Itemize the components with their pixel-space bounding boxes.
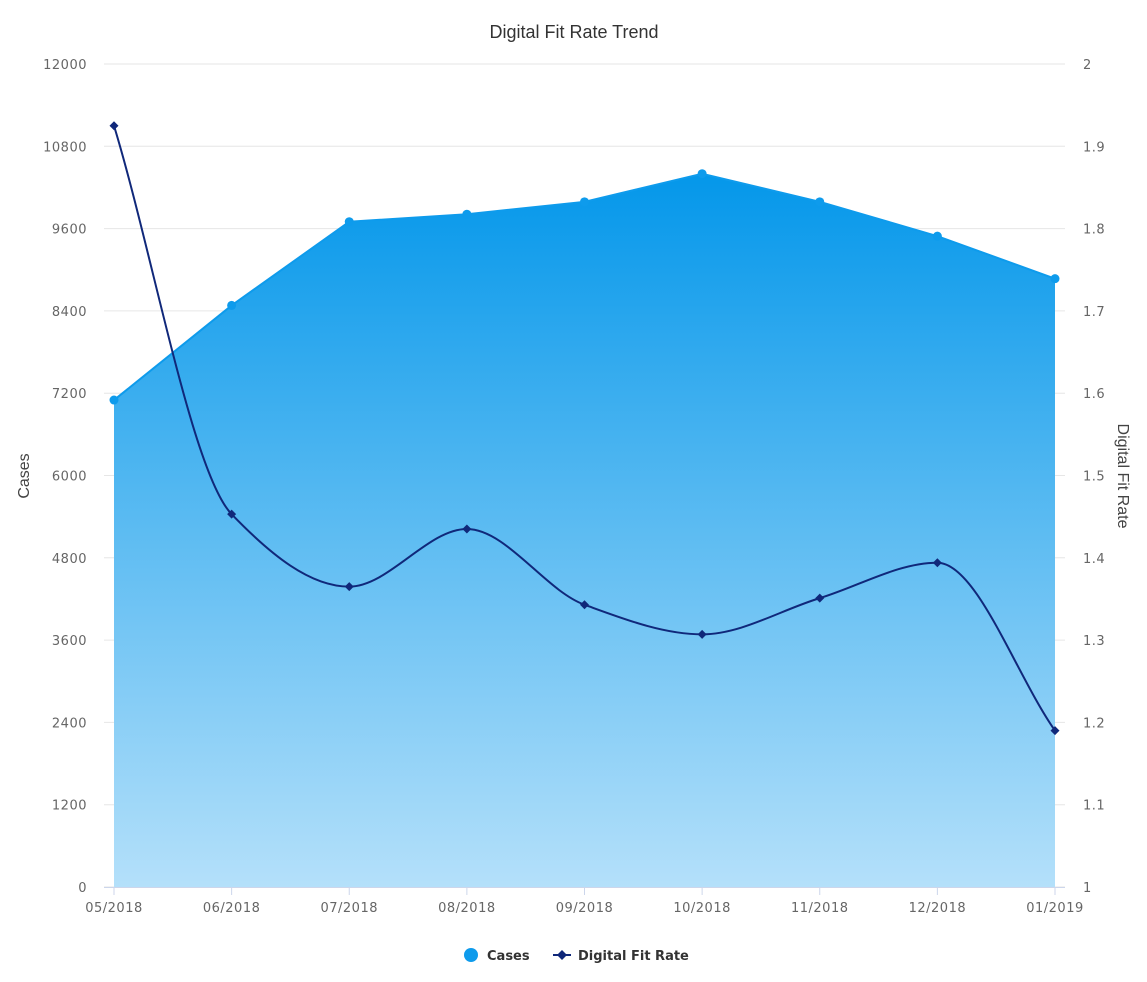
- x-tick-label: 11/2018: [791, 901, 849, 916]
- y-left-tick-label: 7200: [52, 387, 87, 402]
- x-tick-label: 07/2018: [320, 901, 378, 916]
- fit-rate-point: [580, 600, 589, 610]
- legend-rate-marker: [557, 950, 567, 960]
- y-right-tick-label: 1.3: [1083, 634, 1105, 649]
- fit-rate-line-layer: [109, 121, 1060, 736]
- y-right-tick-label: 1.5: [1083, 470, 1105, 485]
- y-right-tick-label: 1.9: [1083, 140, 1105, 155]
- fit-rate-point: [697, 629, 707, 639]
- cases-point: [344, 217, 354, 227]
- cases-area: [114, 173, 1055, 887]
- y-right-tick-label: 2: [1083, 58, 1092, 73]
- x-tick-label: 08/2018: [438, 901, 496, 916]
- y-left-tick-label: 12000: [43, 58, 87, 73]
- cases-point: [815, 197, 825, 207]
- x-tick-label: 01/2019: [1026, 901, 1084, 916]
- y-right-tick-label: 1: [1083, 881, 1092, 896]
- y-axis-right-title: Digital Fit Rate: [1114, 424, 1131, 529]
- fit-rate-point: [932, 558, 942, 568]
- fit-rate-line: [113, 125, 1056, 732]
- y-left-tick-label: 9600: [52, 223, 87, 238]
- y-left-tick-label: 3600: [52, 634, 87, 649]
- fit-rate-point: [462, 524, 472, 534]
- y-right-tick-label: 1.1: [1083, 799, 1105, 814]
- legend-item-digital-fit-rate[interactable]: Digital Fit Rate: [553, 949, 689, 964]
- cases-point: [109, 395, 119, 405]
- x-tick-label: 09/2018: [556, 901, 614, 916]
- y-right-tick-label: 1.8: [1083, 223, 1105, 238]
- cases-point: [580, 197, 589, 207]
- fit-rate-point: [344, 582, 354, 592]
- y-left-tick-label: 2400: [52, 716, 87, 731]
- legend-rate-label: Digital Fit Rate: [578, 949, 689, 964]
- legend-cases-marker: [464, 948, 478, 962]
- fit-rate-point: [815, 593, 825, 603]
- fit-rate-point: [1050, 726, 1060, 736]
- legend-item-cases[interactable]: Cases: [464, 948, 530, 964]
- x-tick-label: 06/2018: [203, 901, 261, 916]
- y-right-tick-label: 1.6: [1083, 387, 1105, 402]
- y-right-tick-label: 1.2: [1083, 716, 1105, 731]
- x-tick-label: 10/2018: [673, 901, 731, 916]
- y-axis-left-title: Cases: [16, 453, 33, 498]
- cases-point: [462, 209, 472, 219]
- y-left-tick-label: 0: [78, 881, 87, 896]
- cases-area-layer: [109, 169, 1060, 887]
- x-axis-ticks: 05/2018 06/2018 07/2018 08/2018 09/2018 10/20…: [85, 887, 1084, 916]
- right-axis-ticks: 1 1.1 1.2 1.3 1.4 1.5 1.6 1.7 1.8 1.9 2: [1083, 58, 1105, 896]
- fit-rate-point: [227, 509, 237, 519]
- legend: Cases Digital Fit Rate: [464, 948, 689, 964]
- cases-point: [932, 231, 942, 241]
- y-left-tick-label: 1200: [52, 799, 87, 814]
- y-left-tick-label: 4800: [52, 552, 87, 567]
- cases-point: [227, 300, 237, 310]
- cases-point: [1050, 274, 1060, 284]
- x-tick-label: 05/2018: [85, 901, 143, 916]
- left-axis-ticks: 0 1200 2400 3600 4800 6000 7200 8400 9600 10800 12…: [43, 58, 87, 896]
- cases-point: [697, 169, 707, 179]
- y-left-tick-label: 8400: [52, 305, 87, 320]
- legend-cases-label: Cases: [487, 949, 530, 964]
- y-left-tick-label: 10800: [43, 140, 87, 155]
- fit-rate-point: [109, 121, 119, 131]
- y-right-tick-label: 1.4: [1083, 552, 1105, 567]
- x-tick-label: 12/2018: [909, 901, 967, 916]
- y-left-tick-label: 6000: [52, 470, 87, 485]
- chart-title: Digital Fit Rate Trend: [489, 22, 658, 42]
- y-right-tick-label: 1.7: [1083, 305, 1105, 320]
